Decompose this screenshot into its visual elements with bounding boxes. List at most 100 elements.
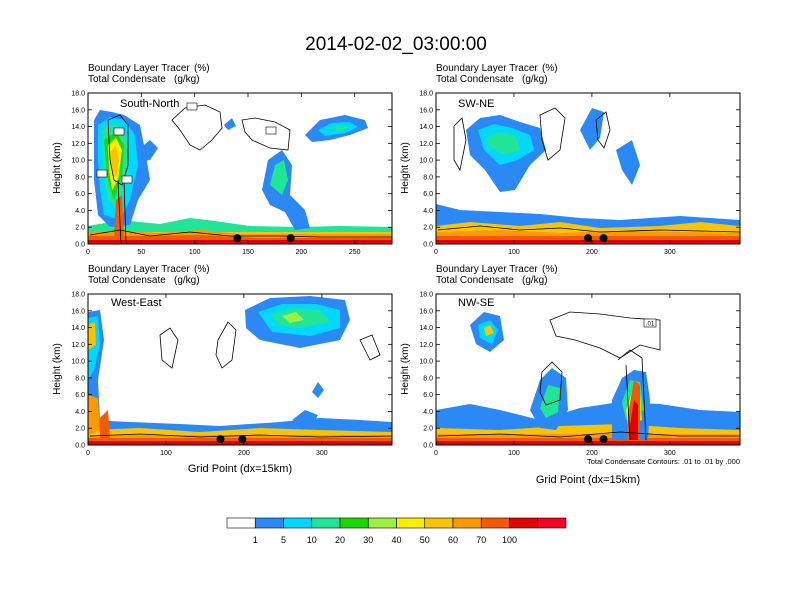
plot-frame bbox=[435, 293, 741, 446]
plot-area bbox=[436, 107, 740, 244]
panel-bl-units: (%) bbox=[194, 63, 210, 74]
y-tick-label: 18.0 bbox=[71, 91, 85, 98]
x-tick-label: 100 bbox=[189, 249, 201, 256]
x-tick-label: 150 bbox=[242, 249, 254, 256]
station-markers bbox=[584, 435, 608, 444]
x-axis-label: Grid Point (dx=15km) bbox=[188, 463, 292, 475]
y-tick-label: 14.0 bbox=[419, 325, 433, 332]
panel-tc-units: (g/kg) bbox=[174, 275, 200, 286]
y-tick-label: 0.0 bbox=[75, 242, 85, 249]
cloud-blue bbox=[292, 410, 318, 425]
y-tick-label: 18.0 bbox=[71, 292, 85, 299]
station-marker bbox=[599, 435, 608, 444]
y-tick-label: 14.0 bbox=[71, 325, 85, 332]
cloud-blue bbox=[312, 382, 324, 398]
panel-sw-ne: Boundary Layer Tracer (%) Total Condensa… bbox=[400, 63, 741, 256]
panel-bl-label: Boundary Layer Tracer bbox=[436, 264, 538, 275]
x-tick-label: 0 bbox=[86, 249, 90, 256]
condensate-contour bbox=[117, 179, 127, 244]
column-yellow bbox=[88, 322, 96, 350]
tower-crimson bbox=[630, 400, 638, 440]
condensate-contour bbox=[359, 334, 381, 361]
cloud-mid-green bbox=[270, 160, 288, 195]
colorbar-label: 1 bbox=[253, 535, 258, 545]
y-tick-label: 10.0 bbox=[71, 359, 85, 366]
colorbar-swatch bbox=[226, 517, 256, 529]
colorbar-label: 5 bbox=[281, 535, 286, 545]
cloud-mid-blue bbox=[262, 150, 310, 230]
colorbar-swatch bbox=[283, 517, 313, 529]
colorbar-swatch bbox=[537, 517, 567, 529]
panel-bl-units: (%) bbox=[542, 63, 558, 74]
axis-ticks: 0 100 200 300 0.0 2.0 4.0 6.0 8.0 10.0 12.0 14.0 16.… bbox=[71, 292, 392, 457]
plot-area: .01 bbox=[436, 311, 740, 445]
y-tick-label: 4.0 bbox=[75, 208, 85, 215]
x-tick-label: 250 bbox=[349, 249, 361, 256]
colorbar-label: 50 bbox=[420, 535, 430, 545]
contour-label-box bbox=[121, 175, 133, 184]
condensate-contour bbox=[437, 431, 740, 438]
colorbar-swatch bbox=[339, 517, 369, 529]
condensate-contour bbox=[437, 225, 740, 233]
colorbar: 1 5 10 20 30 40 50 60 70 100 bbox=[226, 517, 567, 545]
condensate-contour bbox=[539, 107, 566, 161]
column-orange bbox=[88, 395, 100, 435]
x-tick-label: 0 bbox=[434, 450, 438, 457]
panel-bl-label: Boundary Layer Tracer bbox=[88, 264, 190, 275]
column-red bbox=[100, 410, 110, 440]
colorbar-label: 20 bbox=[335, 535, 345, 545]
panel-tc-label: Total Condensate bbox=[436, 275, 514, 286]
cloud-lime bbox=[282, 312, 304, 323]
station-marker bbox=[216, 435, 225, 444]
panel-tc-label: Total Condensate bbox=[436, 74, 514, 85]
panel-tc-units: (g/kg) bbox=[522, 74, 548, 85]
y-tick-label: 2.0 bbox=[75, 426, 85, 433]
x-tick-label: 300 bbox=[316, 450, 328, 457]
condensate-contour bbox=[89, 229, 392, 238]
x-tick-label: 200 bbox=[586, 450, 598, 457]
y-tick-label: 0.0 bbox=[423, 242, 433, 249]
panel-tc-label: Total Condensate bbox=[88, 275, 166, 286]
contour-label-box bbox=[113, 127, 125, 136]
y-tick-label: 16.0 bbox=[419, 308, 433, 315]
plot-frame bbox=[435, 92, 741, 245]
panel-bl-label: Boundary Layer Tracer bbox=[88, 63, 190, 74]
cloud-blue bbox=[616, 140, 640, 185]
colorbar-swatch bbox=[396, 517, 426, 529]
y-tick-label: 2.0 bbox=[75, 225, 85, 232]
plot-frame bbox=[87, 293, 393, 446]
cloud-green bbox=[328, 125, 350, 131]
x-tick-label: 0 bbox=[434, 249, 438, 256]
y-tick-label: 0.0 bbox=[423, 443, 433, 450]
contour-note: Total Condensate Contours: .01 to .01 by… bbox=[587, 457, 740, 466]
cloud-blue-small bbox=[224, 118, 236, 130]
condensate-contour bbox=[617, 349, 647, 441]
x-tick-label: 0 bbox=[86, 450, 90, 457]
y-tick-label: 6.0 bbox=[423, 191, 433, 198]
x-tick-label: 200 bbox=[586, 249, 598, 256]
condensate-contour bbox=[241, 117, 291, 151]
contour-label: .01 bbox=[646, 322, 655, 328]
y-tick-label: 4.0 bbox=[423, 208, 433, 215]
panel-name: West-East bbox=[111, 297, 162, 309]
condensate-contour bbox=[453, 117, 467, 172]
y-tick-label: 16.0 bbox=[71, 107, 85, 114]
y-tick-label: 14.0 bbox=[419, 124, 433, 131]
station-marker bbox=[286, 234, 295, 243]
y-tick-label: 4.0 bbox=[423, 409, 433, 416]
x-tick-label: 50 bbox=[137, 249, 145, 256]
colorbar-label: 30 bbox=[363, 535, 373, 545]
y-tick-label: 2.0 bbox=[423, 426, 433, 433]
colorbar-label: 10 bbox=[307, 535, 317, 545]
condensate-contour bbox=[159, 327, 179, 369]
y-tick-label: 10.0 bbox=[419, 359, 433, 366]
y-tick-label: 18.0 bbox=[419, 292, 433, 299]
axis-ticks: 0 100 200 300 0.0 2.0 4.0 6.0 8.0 10.0 12.0 14.0 16.… bbox=[419, 292, 740, 457]
condensate-contour bbox=[171, 104, 223, 151]
colorbar-label: 40 bbox=[391, 535, 401, 545]
column-red bbox=[114, 195, 124, 240]
panel-name: NW-SE bbox=[458, 297, 494, 309]
y-tick-label: 10.0 bbox=[419, 158, 433, 165]
colorbar-label: 60 bbox=[448, 535, 458, 545]
